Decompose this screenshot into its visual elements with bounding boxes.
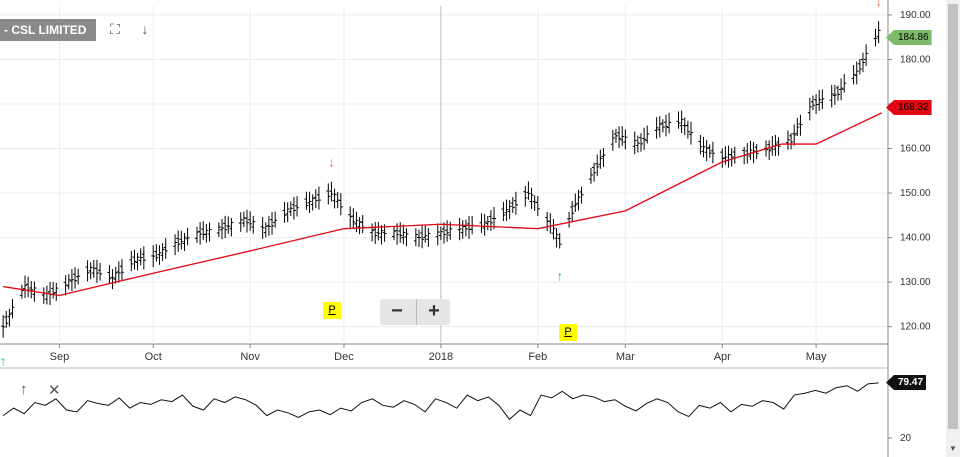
indicator-line bbox=[2, 382, 879, 421]
x-axis-ticks: Sep Oct Nov Dec 2018 Feb Mar Apr May bbox=[50, 344, 827, 363]
x-tick-label: Feb bbox=[528, 351, 547, 363]
y-tick-label: 150.00 bbox=[900, 188, 931, 199]
buy-signal-arrow: ↑ bbox=[0, 353, 6, 368]
y-tick-label: 140.00 bbox=[900, 233, 931, 244]
indicator-tick-label: 20 bbox=[900, 433, 912, 444]
x-tick-label: Oct bbox=[145, 351, 162, 363]
x-tick-label: Mar bbox=[616, 351, 635, 363]
buy-signal-arrow: ↑ bbox=[556, 269, 563, 284]
x-tick-label: Apr bbox=[714, 351, 731, 363]
sell-signal-arrow: ↓ bbox=[328, 154, 335, 169]
y-tick-label: 160.00 bbox=[900, 144, 931, 155]
last-price-tag: 184.86 bbox=[886, 30, 932, 45]
fullscreen-icon[interactable]: ⛶ bbox=[110, 21, 120, 37]
zoom-out-button[interactable]: − bbox=[391, 300, 403, 322]
p-marker[interactable]: P bbox=[559, 324, 577, 341]
zoom-in-button[interactable]: + bbox=[416, 299, 451, 325]
indicator-value-tag: 79.47 bbox=[886, 375, 927, 390]
scroll-thumb[interactable] bbox=[948, 4, 958, 429]
x-tick-label: Sep bbox=[50, 351, 70, 363]
signal-arrows: ↑ ↓ ↑ ↓ bbox=[0, 0, 882, 368]
moving-average bbox=[3, 112, 883, 297]
zoom-controls: − + bbox=[380, 299, 450, 325]
arrow-up-icon[interactable]: ↑ bbox=[20, 381, 28, 398]
y-tick-label: 130.00 bbox=[900, 277, 931, 288]
p-marker[interactable]: P bbox=[323, 302, 341, 319]
moving-average-tag: 168.32 bbox=[886, 100, 932, 115]
moving-average-line bbox=[3, 112, 883, 297]
scroll-down-icon[interactable]: ▼ bbox=[949, 444, 957, 453]
x-tick-label: 2018 bbox=[429, 351, 453, 363]
close-icon[interactable]: ✕ bbox=[48, 382, 61, 399]
x-tick-label: May bbox=[806, 351, 827, 363]
sell-signal-arrow: ↓ bbox=[875, 0, 882, 9]
x-tick-label: Nov bbox=[240, 351, 260, 363]
x-tick-label: Dec bbox=[334, 351, 354, 363]
y-axis-ticks: 190.00180.00170.00160.00150.00140.00130.… bbox=[888, 10, 931, 333]
price-bars bbox=[1, 21, 881, 338]
indicator-panel: 20 bbox=[2, 382, 912, 444]
y-tick-label: 190.00 bbox=[900, 10, 931, 21]
vertical-scrollbar[interactable]: ▲ ▼ bbox=[946, 0, 960, 457]
chart-title[interactable]: - CSL LIMITED bbox=[0, 19, 97, 41]
y-tick-label: 180.00 bbox=[900, 54, 931, 65]
y-tick-label: 120.00 bbox=[900, 322, 931, 333]
arrow-down-icon[interactable]: ↓ bbox=[141, 21, 149, 37]
